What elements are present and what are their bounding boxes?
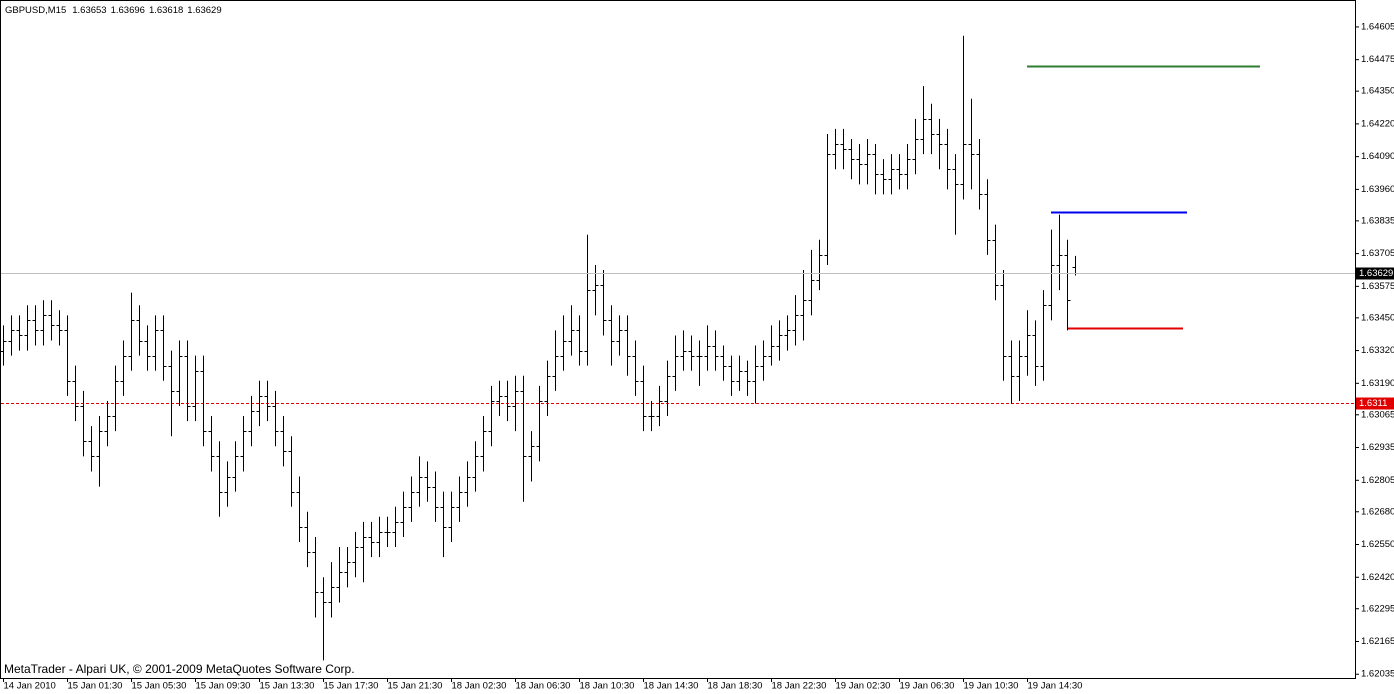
y-tick-label: 1.64605 — [1361, 21, 1394, 32]
y-tick-label: 1.63960 — [1361, 184, 1394, 195]
last-high: 1.63696 — [111, 5, 145, 16]
y-tick-label: 1.63190 — [1361, 378, 1394, 389]
y-tick-label: 1.62420 — [1361, 572, 1394, 583]
header: GBPUSD,M15 1.63653 1.63696 1.63618 1.63629 — [5, 5, 222, 16]
x-tick-label: 18 Jan 10:30 — [580, 681, 635, 692]
x-tick-label: 19 Jan 02:30 — [836, 681, 891, 692]
last-close: 1.63629 — [187, 5, 221, 16]
x-tick-label: 18 Jan 22:30 — [772, 681, 827, 692]
y-tick-label: 1.62165 — [1361, 636, 1394, 647]
x-tick-label: 15 Jan 05:30 — [132, 681, 187, 692]
y-tick-label: 1.63705 — [1361, 248, 1394, 259]
y-tick-label: 1.63575 — [1361, 281, 1394, 292]
y-tick-label: 1.64475 — [1361, 54, 1394, 65]
y-tick-label: 1.62680 — [1361, 506, 1394, 517]
y-tick-label: 1.63065 — [1361, 409, 1394, 420]
level-label: 1.6311 — [1359, 398, 1387, 409]
price-label: 1.63629 — [1359, 268, 1393, 279]
y-tick-label: 1.63320 — [1361, 345, 1394, 356]
y-tick-label: 1.62035 — [1361, 669, 1394, 680]
last-low: 1.63618 — [149, 5, 183, 16]
y-tick-label: 1.63835 — [1361, 215, 1394, 226]
y-tick-label: 1.62805 — [1361, 475, 1394, 486]
last-open: 1.63653 — [72, 5, 106, 16]
x-tick-label: 19 Jan 10:30 — [964, 681, 1019, 692]
x-tick-label: 18 Jan 06:30 — [516, 681, 571, 692]
y-tick-label: 1.62935 — [1361, 442, 1394, 453]
level-label-bg — [1356, 397, 1394, 410]
plot-frame — [0, 0, 1356, 679]
x-tick-label: 18 Jan 02:30 — [452, 681, 507, 692]
y-tick-label: 1.64220 — [1361, 118, 1394, 129]
x-tick-label: 15 Jan 09:30 — [196, 681, 251, 692]
y-tick-label: 1.64090 — [1361, 151, 1394, 162]
x-tick-label: 15 Jan 17:30 — [324, 681, 379, 692]
x-tick-label: 14 Jan 2010 — [4, 681, 56, 692]
x-tick-label: 19 Jan 06:30 — [900, 681, 955, 692]
watermark: MetaTrader - Alpari UK, © 2001-2009 Meta… — [4, 662, 355, 676]
x-tick-label: 19 Jan 14:30 — [1028, 681, 1083, 692]
y-tick-label: 1.63450 — [1361, 312, 1394, 323]
x-tick-label: 18 Jan 14:30 — [644, 681, 699, 692]
y-tick-label: 1.62550 — [1361, 539, 1394, 550]
x-tick-label: 15 Jan 01:30 — [68, 681, 123, 692]
symbol: GBPUSD,M15 — [5, 5, 66, 16]
y-tick-label: 1.64350 — [1361, 86, 1394, 97]
price-label-bg — [1356, 267, 1394, 280]
y-tick-label: 1.62295 — [1361, 603, 1394, 614]
x-tick-label: 15 Jan 13:30 — [260, 681, 315, 692]
x-tick-label: 18 Jan 18:30 — [708, 681, 763, 692]
x-tick-label: 15 Jan 21:30 — [388, 681, 443, 692]
